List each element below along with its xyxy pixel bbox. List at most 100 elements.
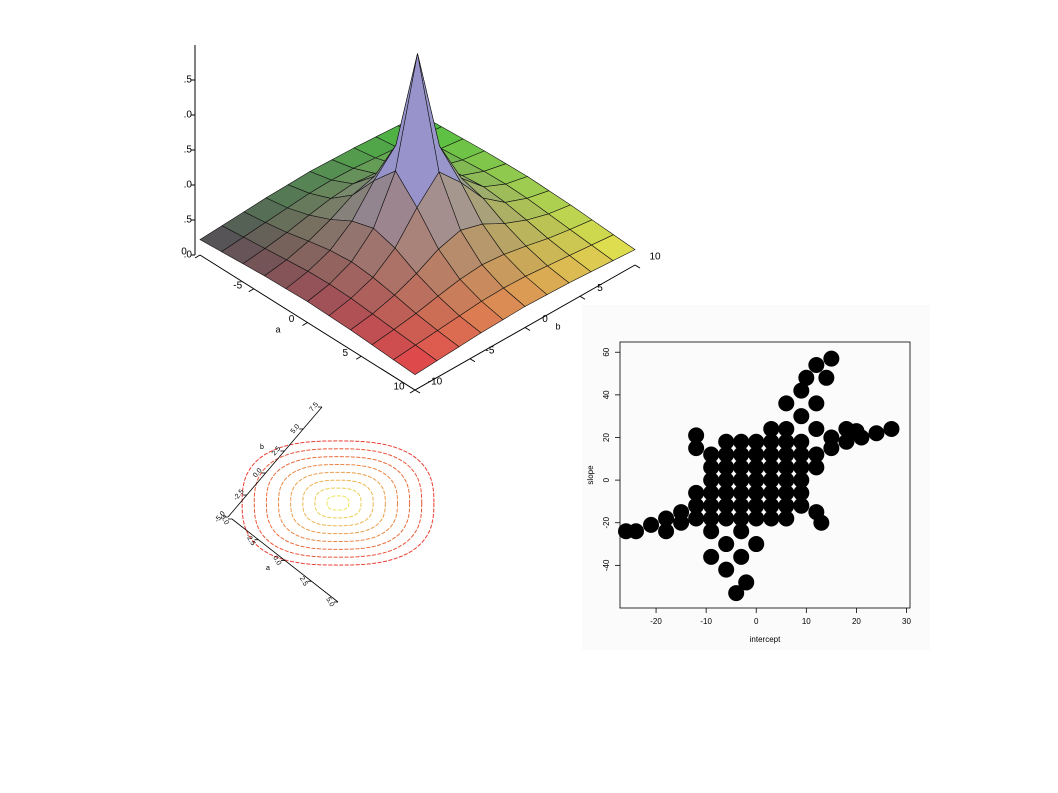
point [823, 350, 840, 367]
contour-line [241, 440, 435, 566]
a-tick-label: 0 [181, 247, 187, 258]
a-tick-label: 10 [393, 382, 405, 393]
y-tick-label: 60 [602, 347, 611, 356]
z-tick-label: .0 [184, 250, 193, 261]
b-tick [579, 295, 586, 300]
y-tick-label: 40 [602, 390, 611, 399]
point [808, 357, 825, 374]
b-tick [414, 389, 421, 394]
contour-line [265, 456, 411, 550]
a-axis-label: a [275, 324, 280, 334]
point [703, 446, 720, 463]
x-tick-label: 2.5 [298, 575, 309, 587]
b-tick-label: -5 [486, 345, 495, 356]
point [808, 395, 825, 412]
point [808, 459, 825, 476]
x-tick-label: -20 [650, 617, 662, 626]
y-tick-label: -20 [602, 516, 611, 528]
x-tick-label: 0 [754, 617, 759, 626]
surface-patch [392, 344, 438, 375]
z-tick-label: .5 [184, 145, 193, 156]
a-tick [302, 322, 308, 326]
b-tick [524, 327, 531, 331]
point [688, 427, 705, 444]
x-axis-label: a [266, 565, 270, 572]
point [778, 420, 795, 437]
plot-frame [619, 341, 911, 609]
x-tick-label: 5.0 [324, 596, 335, 608]
b-tick-label: 0 [542, 314, 548, 325]
point [883, 420, 900, 437]
b-tick-label: 10 [649, 252, 661, 263]
contour-line [290, 471, 386, 535]
y-tick-label: 0 [602, 477, 611, 482]
point [848, 423, 865, 440]
point [778, 395, 795, 412]
point [748, 536, 765, 553]
y-axis-label: b [260, 444, 264, 451]
point [808, 420, 825, 437]
contour-line [277, 463, 399, 543]
point [793, 433, 810, 450]
z-tick-label: .0 [184, 180, 193, 191]
point [823, 429, 840, 446]
point [673, 514, 690, 531]
point [868, 425, 885, 442]
point [813, 514, 830, 531]
point [718, 561, 735, 578]
point [658, 523, 675, 540]
x-tick-label: 10 [802, 617, 811, 626]
point [618, 523, 635, 540]
point [733, 523, 750, 540]
x-tick-label: -2.5 [244, 533, 256, 547]
b-tick [634, 264, 641, 269]
y-tick-label: 5.0 [290, 423, 302, 435]
y-tick-label: 7.5 [308, 401, 320, 413]
y-axis-label: slope [586, 465, 595, 485]
point [703, 523, 720, 540]
point [718, 433, 735, 450]
a-tick-label: 5 [342, 348, 348, 359]
contour-line [314, 487, 362, 519]
y-axis [227, 406, 323, 518]
a-tick [409, 389, 416, 394]
a-tick-label: 0 [289, 314, 295, 325]
point [703, 548, 720, 565]
contour-plot: -5.0-2.50.02.55.07.5b-5.0-2.50.02.55.0a [214, 401, 435, 608]
x-tick-label: -10 [700, 617, 712, 626]
b-tick-label: -10 [428, 377, 443, 388]
point [738, 574, 755, 591]
a-tick-label: -5 [233, 280, 242, 291]
contour-line [326, 495, 350, 511]
z-tick-label: .5 [184, 215, 193, 226]
x-axis-label: intercept [750, 635, 781, 644]
y-tick-label: 0.0 [252, 467, 264, 479]
x-tick-label: 20 [852, 617, 861, 626]
z-tick-label: .5 [184, 75, 193, 86]
contour-line [253, 448, 423, 558]
point [748, 433, 765, 450]
point [728, 585, 745, 602]
x-tick-label: 0.0 [271, 555, 282, 567]
z-tick-label: .0 [184, 110, 193, 121]
point [688, 510, 705, 527]
point [793, 408, 810, 425]
b-tick-label: 5 [597, 283, 603, 294]
x-tick-label: 30 [902, 617, 911, 626]
y-tick-label: 2.5 [271, 445, 283, 457]
a-tick [355, 355, 362, 360]
point [763, 420, 780, 437]
point [688, 484, 705, 501]
a-tick [194, 254, 201, 259]
scatter-plot: -20 -10 0 10 20 30 -40 -20 0 20 40 60 intercept slope [586, 341, 911, 644]
point [798, 369, 815, 386]
point [733, 433, 750, 450]
b-tick [469, 358, 476, 363]
b-axis-label: b [555, 321, 560, 331]
surface-plot: .0 .5 .0 .5 .0 .5 0 -5 0 5 10 -10 -5 0 5 10 a b [181, 45, 661, 394]
y-tick-label: 20 [602, 432, 611, 441]
y-tick-label: -40 [602, 559, 611, 571]
contour-line [302, 479, 374, 527]
point [643, 516, 660, 533]
